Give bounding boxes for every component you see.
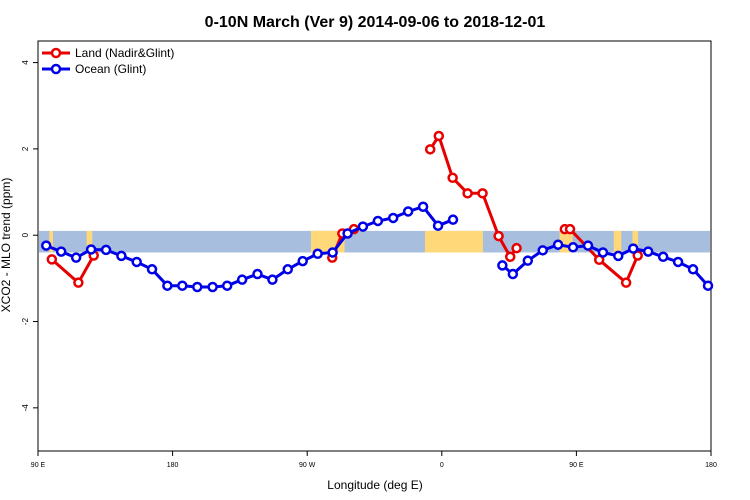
series-1-point-1-4	[552, 239, 564, 250]
land-segment-0	[49, 230, 53, 253]
legend-label-0: Land (Nadir&Glint)	[75, 46, 174, 60]
series-1-point-0-18	[312, 248, 323, 260]
series-1-point-1-12	[672, 256, 684, 268]
legend-label-1: Ocean (Glint)	[75, 62, 146, 76]
series-1-point-0-21	[357, 221, 369, 232]
series-1-point-0-16	[282, 264, 294, 275]
series-1-point-1-8	[613, 250, 624, 262]
series-1-point-0-7	[146, 264, 158, 275]
series-1-point-0-9	[177, 280, 188, 291]
series-1-point-0-14	[252, 268, 263, 280]
series-1-point-0-6	[131, 256, 142, 268]
series-1-point-1-0	[497, 260, 508, 271]
land-segment-6	[632, 230, 639, 253]
plot-frame	[37, 40, 712, 452]
x-tick-label-3: 0	[440, 462, 444, 469]
series-1-point-1-10	[642, 246, 654, 257]
y-tick-label-0: -4	[21, 404, 30, 412]
chart-title: 0-10N March (Ver 9) 2014-09-06 to 2018-1…	[205, 14, 546, 31]
x-tick-label-5: 180	[705, 462, 717, 469]
x-axis-label: Longitude (deg E)	[327, 478, 422, 492]
y-tick-label-3: 2	[21, 146, 30, 151]
ocean-band	[39, 230, 710, 253]
series-1-point-0-11	[207, 281, 218, 293]
series-1-point-1-2	[522, 255, 534, 266]
land-segment-1	[86, 230, 93, 253]
series-0-point-2-5	[493, 230, 504, 242]
series-1-point-0-10	[192, 281, 203, 293]
series-1-point-1-3	[537, 245, 548, 256]
series-1-point-1-7	[597, 247, 609, 258]
series-1-point-1-9	[627, 243, 639, 254]
series-0-point-3-3	[620, 277, 632, 288]
series-0-point-2-4	[477, 188, 488, 199]
series-0-point-2-6	[504, 251, 516, 263]
series-1-point-1-11	[657, 251, 669, 263]
series-1-point-0-13	[236, 274, 248, 285]
land-segment-3	[424, 230, 483, 253]
series-0-point-0-0	[46, 254, 58, 265]
y-axis-label: XCO2 - MLO trend (ppm)	[0, 178, 13, 313]
series-1-point-0-12	[221, 280, 233, 291]
series-1-point-0-17	[297, 255, 308, 267]
x-tick-label-2: 90 W	[299, 462, 316, 469]
series-0-point-2-7	[511, 242, 522, 254]
series-1-point-1-5	[567, 242, 579, 253]
series-1-point-0-23	[387, 212, 399, 224]
data-band	[39, 230, 710, 253]
series-1-point-0-4	[100, 244, 112, 256]
series-1-point-0-27	[447, 214, 459, 225]
series-1-point-0-22	[372, 215, 384, 227]
series-1-point-0-8	[162, 280, 173, 291]
series-1-line-0	[45, 205, 454, 289]
series-0-point-2-2	[447, 172, 458, 184]
legend-marker-1	[50, 63, 62, 75]
y-tick-label-4: 4	[21, 60, 30, 65]
series-1-point-0-15	[267, 274, 278, 285]
series-1-point-0-19	[327, 247, 338, 258]
series-0-point-0-1	[73, 277, 84, 288]
series-1-point-1-1	[507, 268, 519, 280]
series-1-point-1-6	[582, 240, 594, 251]
legend: Land (Nadir&Glint) Ocean (Glint)	[42, 46, 174, 76]
series-1-point-0-26	[432, 220, 444, 231]
series-0-point-3-1	[564, 223, 576, 235]
land-segment-5	[613, 230, 622, 253]
series-1-point-0-5	[116, 250, 127, 262]
series-1-point-1-14	[702, 280, 714, 291]
series-1-point-0-0	[40, 240, 52, 251]
series-1-point-0-2	[70, 252, 82, 263]
series-1-point-0-1	[55, 246, 67, 257]
y-tick-label-2: 0	[21, 232, 30, 237]
x-tick-label-1: 180	[167, 462, 179, 469]
axes: 90 E 180 90 W 0 90 E 180 -4 -2 0 2 4	[21, 40, 717, 469]
x-tick-label-4: 90 E	[569, 462, 584, 469]
series-0-point-2-1	[433, 130, 445, 142]
series-1	[40, 201, 714, 293]
series-1-point-1-13	[687, 264, 699, 275]
legend-marker-0	[50, 47, 62, 59]
series-1-point-0-20	[342, 228, 353, 239]
series-0-point-2-3	[462, 188, 473, 199]
series-1-point-0-24	[402, 206, 414, 217]
series-1-point-0-3	[85, 244, 97, 255]
x-tick-label-0: 90 E	[31, 462, 46, 469]
series-layer	[40, 130, 714, 293]
y-tick-label-1: -2	[21, 317, 30, 325]
series-0-point-2-0	[424, 144, 436, 155]
series-1-point-0-25	[417, 201, 429, 212]
series-0-point-3-4	[632, 250, 643, 261]
